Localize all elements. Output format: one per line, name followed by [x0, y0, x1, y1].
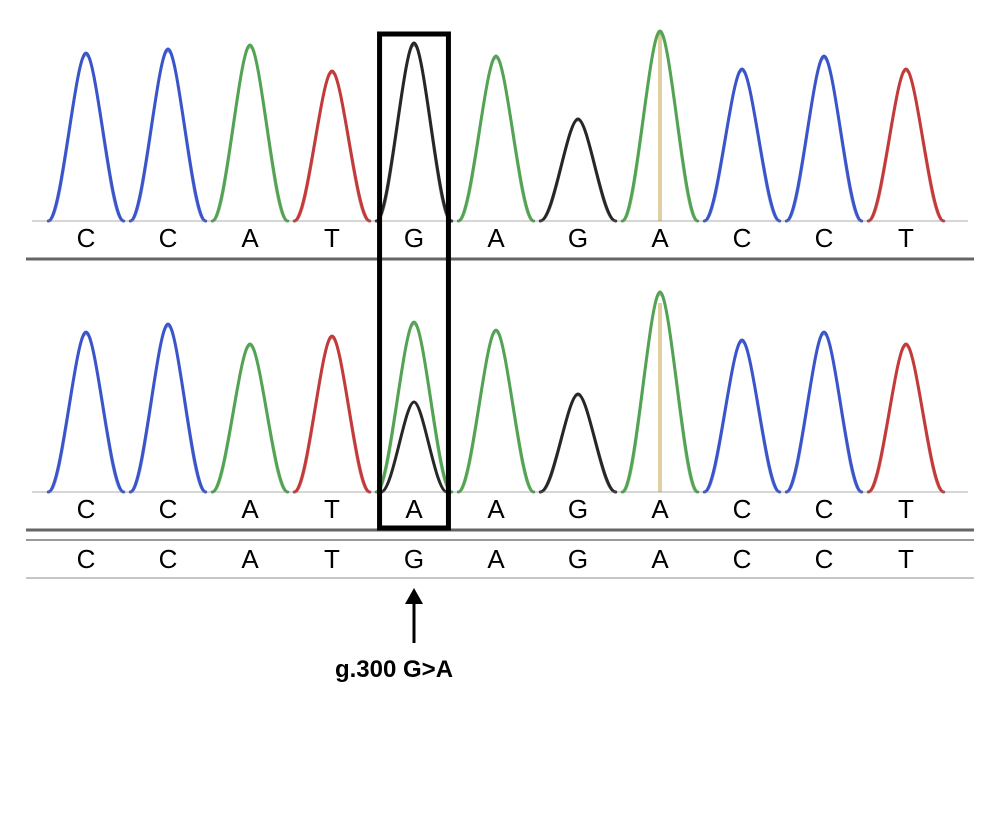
base-letter: A — [487, 223, 505, 253]
trace-peak-inner — [296, 73, 368, 221]
base-letter: C — [77, 223, 96, 253]
base-letter: C — [77, 494, 96, 524]
trace-peak-inner — [214, 48, 286, 221]
trace-peak-inner — [460, 58, 532, 221]
trace-peak-inner — [214, 346, 286, 492]
trace-peak-inner — [542, 395, 614, 492]
base-letter: C — [159, 223, 178, 253]
trace-peak-inner — [296, 338, 368, 492]
reference-base-letter: A — [487, 544, 505, 574]
base-letter: A — [651, 494, 669, 524]
base-letter: C — [815, 223, 834, 253]
trace-peak-inner — [50, 56, 122, 221]
base-letter: A — [487, 494, 505, 524]
trace-peak-inner — [50, 334, 122, 492]
base-letter: C — [733, 223, 752, 253]
trace-peak-inner — [132, 52, 204, 221]
trace-peak-inner — [132, 327, 204, 492]
base-letter: T — [898, 223, 914, 253]
mutation-arrow-head — [405, 588, 423, 604]
base-letter: A — [405, 494, 423, 524]
base-letter: G — [568, 223, 588, 253]
trace-peak-inner — [788, 334, 860, 492]
base-letter: A — [241, 494, 259, 524]
reference-base-letter: G — [404, 544, 424, 574]
trace-peak-inner — [378, 325, 450, 492]
trace-peak-inner — [870, 71, 942, 221]
base-letter: C — [733, 494, 752, 524]
trace-peak-inner — [870, 346, 942, 492]
reference-base-letter: C — [159, 544, 178, 574]
base-letter: C — [815, 494, 834, 524]
reference-base-letter: C — [77, 544, 96, 574]
trace-peak-inner — [460, 332, 532, 492]
mutation-label: g.300 G>A — [335, 656, 453, 683]
base-letter: T — [324, 494, 340, 524]
reference-base-letter: A — [241, 544, 259, 574]
base-letter: A — [241, 223, 259, 253]
reference-base-letter: A — [651, 544, 669, 574]
base-letter: T — [898, 494, 914, 524]
reference-base-letter: C — [815, 544, 834, 574]
base-letter: G — [404, 223, 424, 253]
base-letter: G — [568, 494, 588, 524]
trace-peak-inner — [706, 71, 778, 221]
reference-base-letter: C — [733, 544, 752, 574]
trace-peak-inner — [706, 342, 778, 492]
chromatogram-figure: CCATGAGACCTCCATAAGACCTCCATGAGACCTg.300 G… — [8, 8, 992, 807]
reference-base-letter: T — [324, 544, 340, 574]
reference-base-letter: G — [568, 544, 588, 574]
trace-peak-inner — [542, 121, 614, 221]
trace-peak-inner — [378, 46, 450, 221]
base-letter: A — [651, 223, 669, 253]
reference-base-letter: T — [898, 544, 914, 574]
base-letter: C — [159, 494, 178, 524]
trace-peak-inner — [788, 58, 860, 221]
base-letter: T — [324, 223, 340, 253]
